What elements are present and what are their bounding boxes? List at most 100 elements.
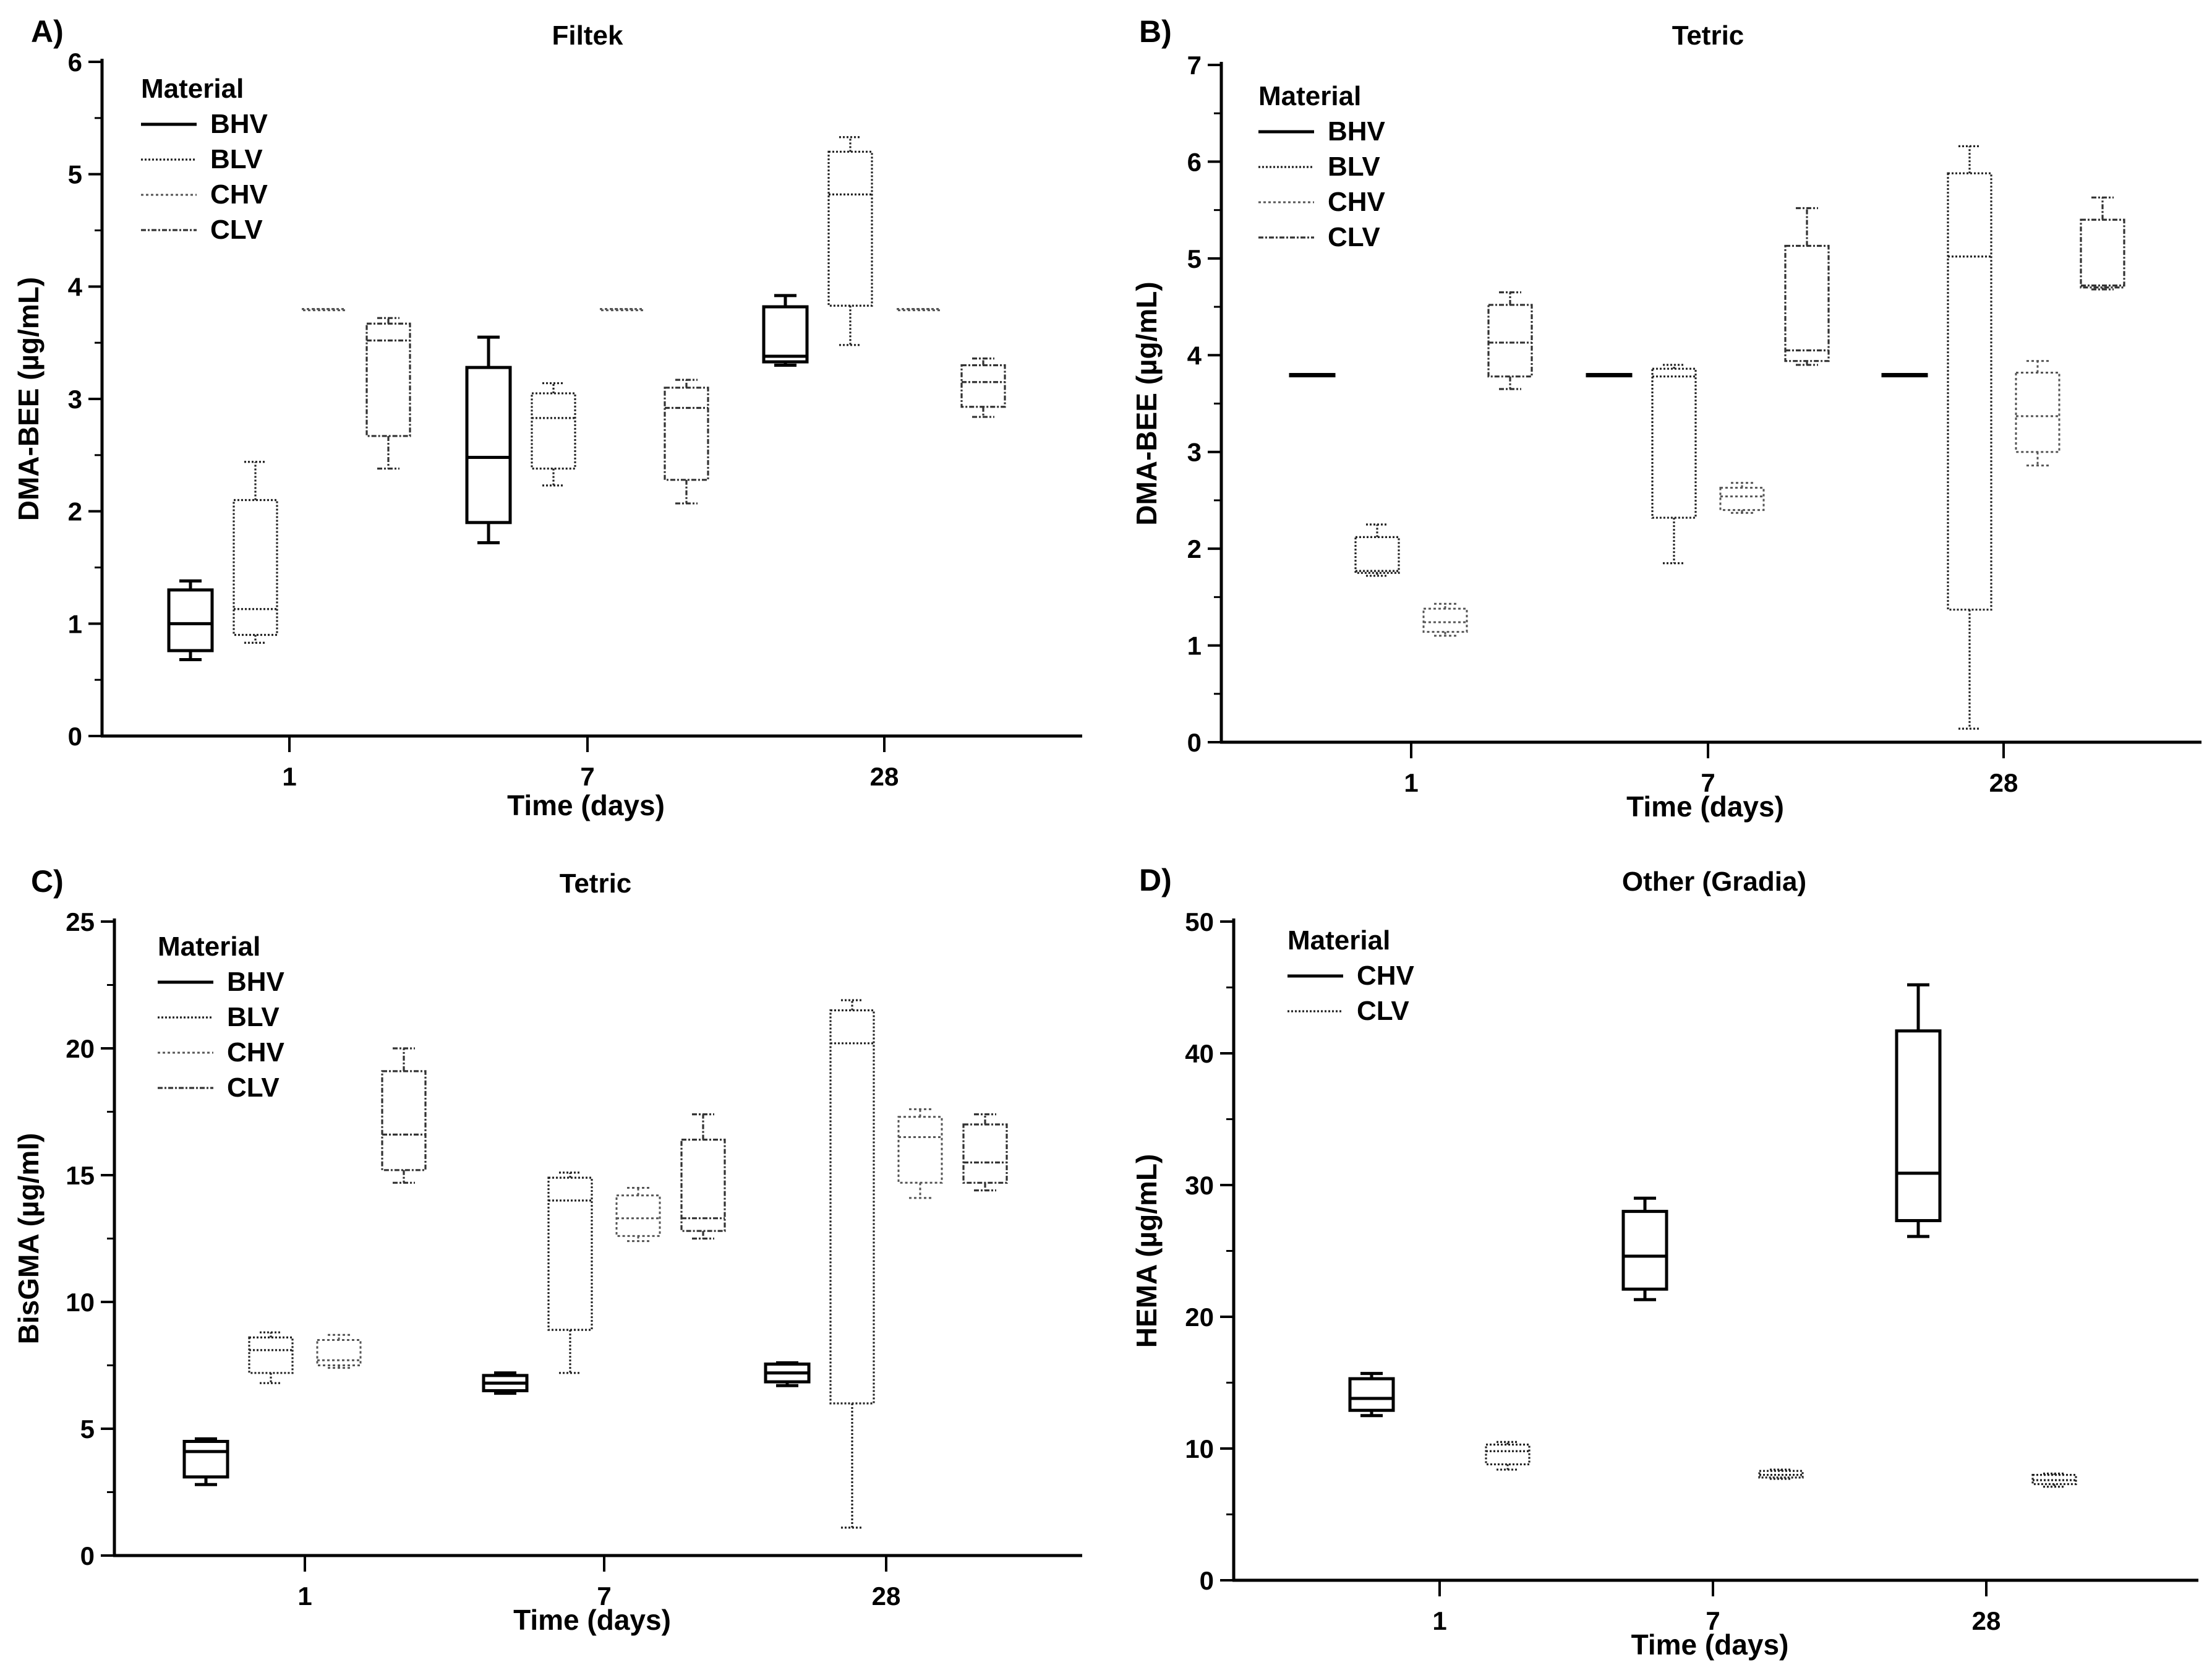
box-iqr bbox=[1354, 536, 1400, 574]
box-clv-day-7 bbox=[1784, 207, 1830, 366]
box-blv-day-7 bbox=[531, 382, 576, 487]
box-bhv-day-28 bbox=[764, 1361, 811, 1387]
y-tick-label: 0 bbox=[68, 722, 82, 751]
box-iqr bbox=[2015, 371, 2060, 453]
legend: Material BHV BLV CHV CLV bbox=[158, 931, 285, 1103]
box-chv-day-7 bbox=[615, 1187, 661, 1243]
legend-label-blv: BLV bbox=[1328, 152, 1380, 182]
y-tick-label: 5 bbox=[80, 1415, 95, 1444]
y-axis-label: DMA-BEE (µg/mL) bbox=[1130, 281, 1163, 525]
box-iqr bbox=[1895, 1029, 1942, 1223]
box-iqr bbox=[248, 1336, 294, 1374]
panel-letter: D) bbox=[1139, 863, 1172, 897]
box-iqr bbox=[762, 305, 809, 364]
box-iqr bbox=[182, 1440, 229, 1479]
x-tick-label: 1 bbox=[1432, 1606, 1446, 1635]
chart-panel-3: C) Tetric 0 5 10 15 20 25 1 7 28 Time (days) BisGMA … bbox=[12, 864, 1082, 1636]
box-clv-day-28 bbox=[962, 1113, 1008, 1192]
box-iqr bbox=[1348, 1377, 1395, 1412]
box-iqr bbox=[2080, 218, 2125, 289]
legend-label-blv: BLV bbox=[227, 1002, 280, 1032]
y-tick-label: 25 bbox=[66, 907, 95, 936]
y-tick-label: 2 bbox=[1187, 534, 1202, 563]
y-axis-label: BisGMA (µg/ml) bbox=[12, 1133, 45, 1345]
box-iqr bbox=[531, 392, 576, 470]
box-chv-day-7 bbox=[1621, 1196, 1668, 1301]
box-iqr bbox=[381, 1070, 427, 1171]
y-tick-label: 20 bbox=[1185, 1303, 1214, 1332]
box-chv-day-7 bbox=[1719, 482, 1765, 514]
y-tick-label: 2 bbox=[68, 497, 82, 526]
box-iqr bbox=[1758, 1470, 1804, 1479]
legend-label-clv: CLV bbox=[1357, 996, 1409, 1026]
y-tick-label: 30 bbox=[1185, 1171, 1214, 1200]
legend-label-clv: CLV bbox=[1328, 222, 1380, 252]
x-tick-label: 7 bbox=[1701, 768, 1715, 797]
box-iqr bbox=[233, 499, 278, 636]
box-blv-day-28 bbox=[827, 136, 873, 346]
box-iqr bbox=[1621, 1210, 1668, 1291]
box-iqr bbox=[827, 150, 873, 307]
box-iqr bbox=[1422, 607, 1468, 633]
legend: Material CHV CLV bbox=[1287, 925, 1415, 1026]
chart-title: Tetric bbox=[560, 868, 632, 899]
y-axis-label: HEMA (µg/mL) bbox=[1130, 1154, 1163, 1348]
legend-title: Material bbox=[1287, 925, 1390, 956]
chart-title: Other (Gradia) bbox=[1622, 867, 1806, 897]
box-iqr bbox=[365, 322, 411, 437]
box-blv-day-7 bbox=[1651, 364, 1697, 565]
box-bhv-day-7 bbox=[465, 335, 512, 545]
box-clv-day-28 bbox=[960, 357, 1006, 418]
y-tick-label: 10 bbox=[1185, 1434, 1214, 1463]
legend-label-chv: CHV bbox=[1328, 187, 1386, 217]
box-bhv-day-7 bbox=[482, 1371, 529, 1395]
y-tick-label: 20 bbox=[66, 1034, 95, 1063]
legend-label-chv: CHV bbox=[210, 179, 268, 210]
box-chv-day-7 bbox=[599, 308, 644, 312]
x-tick-label: 28 bbox=[1989, 768, 2018, 797]
legend-title: Material bbox=[141, 74, 244, 104]
box-iqr bbox=[1485, 1444, 1531, 1466]
box-clv-day-7 bbox=[664, 379, 709, 505]
box-chv-day-1 bbox=[316, 1333, 362, 1369]
x-tick-label: 28 bbox=[1972, 1606, 2001, 1635]
box-bhv-day-28 bbox=[1881, 373, 1928, 378]
box-iqr bbox=[960, 364, 1006, 408]
box-iqr bbox=[2031, 1474, 2077, 1486]
y-tick-label: 50 bbox=[1185, 907, 1214, 936]
chart-title: Tetric bbox=[1672, 20, 1744, 51]
panel-letter: A) bbox=[31, 14, 64, 49]
box-iqr bbox=[167, 588, 214, 653]
y-tick-label: 0 bbox=[1187, 728, 1202, 757]
box-chv-day-28 bbox=[897, 1108, 943, 1199]
y-tick-label: 4 bbox=[68, 272, 83, 301]
y-tick-label: 3 bbox=[1187, 438, 1202, 467]
box-iqr bbox=[1947, 172, 1992, 611]
x-axis-label: Time (days) bbox=[1631, 1629, 1789, 1661]
legend-label-bhv: BHV bbox=[1328, 116, 1386, 147]
box-blv-day-1 bbox=[1354, 523, 1400, 577]
box-blv-day-28 bbox=[1947, 145, 1992, 730]
x-tick-label: 1 bbox=[297, 1582, 312, 1611]
box-bhv-day-1 bbox=[182, 1437, 229, 1486]
y-axis-label: DMA-BEE (µg/mL) bbox=[12, 277, 45, 521]
y-tick-label: 0 bbox=[80, 1541, 95, 1570]
y-tick-label: 15 bbox=[66, 1161, 95, 1190]
box-iqr bbox=[680, 1138, 726, 1232]
y-tick-label: 1 bbox=[1187, 631, 1202, 661]
chart-panel-4: D) Other (Gradia) 0 10 20 30 40 50 1 7 28 Time (day… bbox=[1130, 863, 2198, 1661]
legend: Material BHV BLV CHV CLV bbox=[141, 74, 268, 245]
x-tick-label: 7 bbox=[580, 762, 594, 791]
y-tick-label: 1 bbox=[68, 609, 82, 638]
y-tick-label: 40 bbox=[1185, 1039, 1214, 1068]
box-iqr bbox=[547, 1176, 593, 1331]
legend-label-clv: CLV bbox=[227, 1072, 280, 1103]
box-iqr bbox=[615, 1194, 661, 1237]
y-tick-label: 6 bbox=[68, 48, 82, 77]
box-clv-day-28 bbox=[2031, 1472, 2077, 1488]
y-tick-label: 7 bbox=[1187, 51, 1202, 80]
legend-label-blv: BLV bbox=[210, 144, 263, 174]
box-clv-day-1 bbox=[1487, 291, 1533, 390]
